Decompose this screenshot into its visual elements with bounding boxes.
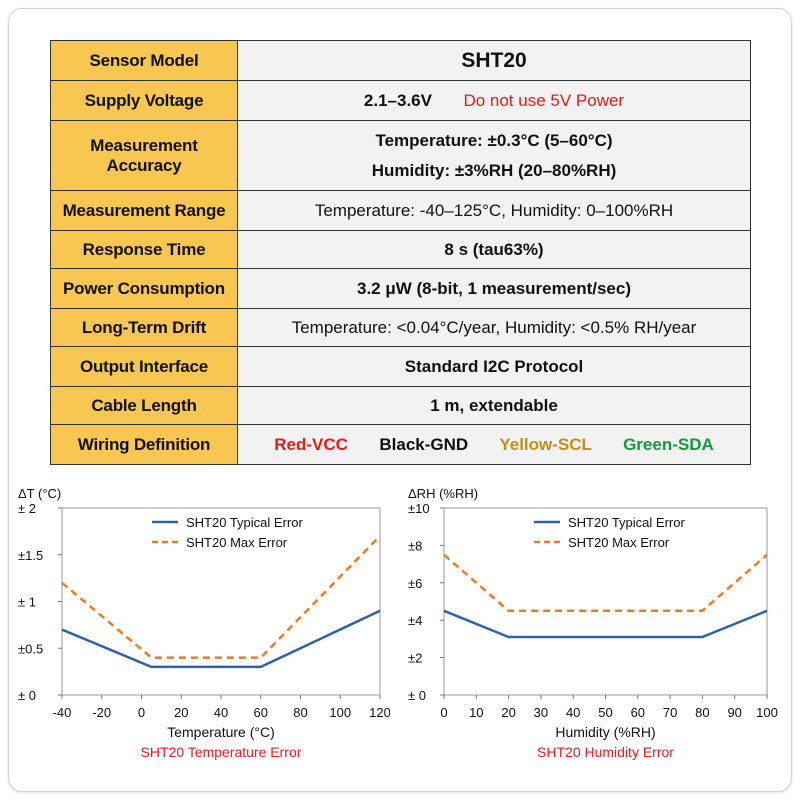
y-tick-label: ±10	[408, 501, 430, 516]
y-tick-label: ±4	[408, 613, 422, 628]
x-tick-label: 0	[440, 705, 447, 720]
response-time-value: 8 s (tau63%)	[237, 230, 751, 269]
x-tick-label: 20	[501, 705, 515, 720]
table-row: Supply Voltage 2.1–3.6V Do not use 5V Po…	[50, 80, 751, 121]
interface-value: Standard I2C Protocol	[237, 346, 751, 387]
y-tick-label: ±0.5	[18, 641, 43, 656]
wiring-cell: Red-VCC Black-GND Yellow-SCL Green-SDA	[237, 424, 751, 465]
row-label: Power Consumption	[50, 268, 238, 309]
x-tick-label: 90	[727, 705, 741, 720]
wire-yellow-scl: Yellow-SCL	[499, 434, 592, 454]
table-row: Measurement Accuracy Temperature: ±0.3°C…	[50, 120, 751, 191]
row-label: Wiring Definition	[50, 424, 238, 465]
table-row: Long-Term Drift Temperature: <0.04°C/yea…	[50, 308, 751, 347]
x-tick-label: 0	[138, 705, 145, 720]
row-label: Supply Voltage	[50, 80, 238, 121]
x-axis-label: Humidity (%RH)	[555, 724, 655, 740]
x-tick-label: 70	[663, 705, 677, 720]
table-row: Response Time 8 s (tau63%)	[50, 230, 751, 269]
legend-entry: SHT20 Typical Error	[568, 515, 685, 530]
accuracy-humidity: Humidity: ±3%RH (20–80%RH)	[371, 160, 617, 180]
y-tick-label: ± 2	[18, 501, 36, 516]
table-row: Output Interface Standard I2C Protocol	[50, 346, 751, 387]
row-label: Sensor Model	[50, 40, 238, 81]
supply-voltage-cell: 2.1–3.6V Do not use 5V Power	[237, 80, 751, 121]
accuracy-cell: Temperature: ±0.3°C (5–60°C) Humidity: ±…	[237, 120, 751, 191]
table-row: Measurement Range Temperature: -40–125°C…	[50, 190, 751, 231]
max-error-line	[443, 553, 768, 613]
legend-entry: SHT20 Max Error	[568, 535, 670, 550]
y-axis-label: ΔT (°C)	[18, 486, 61, 501]
x-tick-label: 60	[254, 705, 268, 720]
drift-value: Temperature: <0.04°C/year, Humidity: <0.…	[237, 308, 751, 347]
x-tick-label: 120	[369, 705, 390, 720]
typical-error-line	[61, 609, 381, 669]
x-tick-label: 40	[566, 705, 580, 720]
row-label: Output Interface	[50, 346, 238, 387]
x-tick-label: 30	[534, 705, 548, 720]
x-tick-label: 40	[214, 705, 228, 720]
y-tick-label: ± 0	[18, 688, 36, 703]
x-tick-label: -20	[92, 705, 111, 720]
table-row: Power Consumption 3.2 μW (8-bit, 1 measu…	[50, 268, 751, 309]
max-error-line	[61, 535, 381, 659]
y-tick-label: ± 0	[408, 688, 426, 703]
cable-length-value: 1 m, extendable	[237, 386, 751, 425]
table-row: Sensor Model SHT20	[50, 40, 751, 81]
power-value: 3.2 μW (8-bit, 1 measurement/sec)	[237, 268, 751, 309]
range-value: Temperature: -40–125°C, Humidity: 0–100%…	[237, 190, 751, 231]
y-axis-label: ΔRH (%RH)	[408, 486, 478, 501]
x-tick-label: 60	[631, 705, 645, 720]
x-tick-label: 20	[174, 705, 188, 720]
row-label: Long-Term Drift	[50, 308, 238, 347]
wire-green-sda: Green-SDA	[623, 434, 714, 454]
x-tick-label: 80	[293, 705, 307, 720]
row-label: Response Time	[50, 230, 238, 269]
row-label: Cable Length	[50, 386, 238, 425]
row-label: Measurement Accuracy	[50, 120, 238, 191]
typical-error-line	[443, 609, 768, 639]
spec-table: Sensor Model SHT20 Supply Voltage 2.1–3.…	[50, 40, 751, 465]
chart-title: SHT20 Temperature Error	[141, 744, 302, 760]
y-tick-label: ±1.5	[18, 548, 43, 563]
supply-voltage-value: 2.1–3.6V	[363, 90, 432, 110]
wire-black-gnd: Black-GND	[379, 434, 469, 454]
legend-entry: SHT20 Typical Error	[186, 515, 303, 530]
power-warning: Do not use 5V Power	[463, 90, 625, 110]
x-tick-label: 100	[756, 705, 778, 720]
y-tick-label: ±2	[408, 651, 422, 666]
x-tick-label: 10	[469, 705, 483, 720]
accuracy-temperature: Temperature: ±0.3°C (5–60°C)	[375, 130, 613, 150]
x-tick-label: 50	[598, 705, 612, 720]
x-axis-label: Temperature (°C)	[167, 724, 275, 740]
x-tick-label: 80	[695, 705, 709, 720]
sensor-model-value: SHT20	[237, 40, 751, 81]
row-label: Measurement Range	[50, 190, 238, 231]
legend-entry: SHT20 Max Error	[186, 535, 288, 550]
temperature-error-chart: ΔT (°C) ± 0 ±0.5 ± 1 ±1.5 ± 2 -40 -20 0 20 40 60 80 1…	[18, 486, 390, 760]
chart-title: SHT20 Humidity Error	[537, 744, 674, 760]
x-tick-label: 100	[329, 705, 351, 720]
table-row: Wiring Definition Red-VCC Black-GND Yell…	[50, 424, 751, 465]
y-tick-label: ±6	[408, 576, 422, 591]
wire-red-vcc: Red-VCC	[274, 434, 348, 454]
y-tick-label: ± 1	[18, 595, 36, 610]
y-tick-label: ±8	[408, 538, 422, 553]
table-row: Cable Length 1 m, extendable	[50, 386, 751, 425]
x-tick-label: -40	[53, 705, 72, 720]
humidity-error-chart: ΔRH (%RH) ± 0 ±2 ±4 ±6 ±8 ±10 0 10 20 30 40 50 60 70 80…	[408, 486, 778, 760]
